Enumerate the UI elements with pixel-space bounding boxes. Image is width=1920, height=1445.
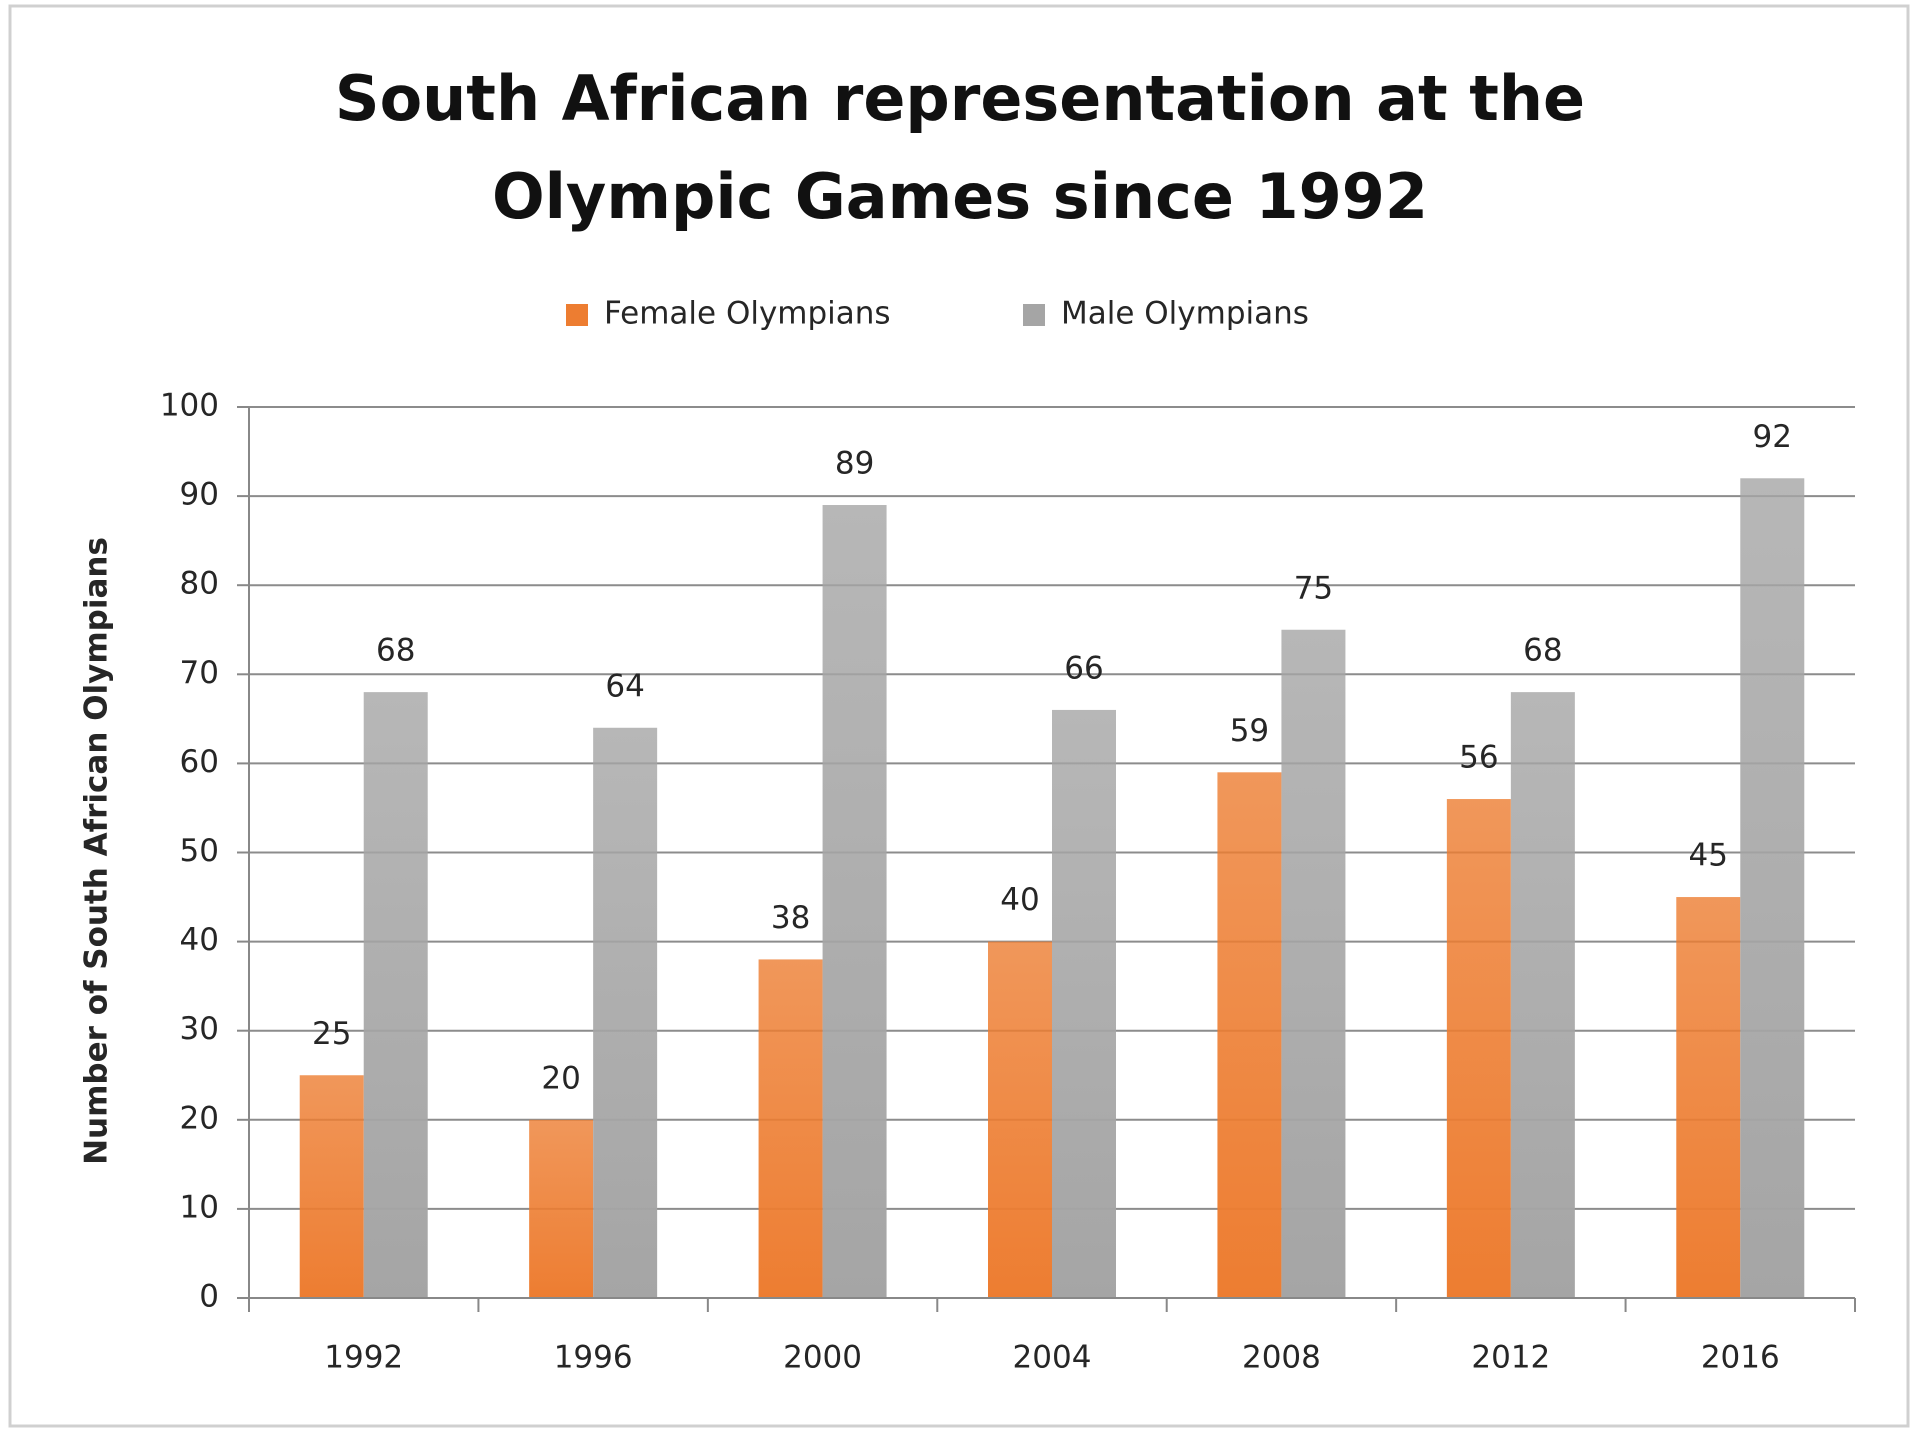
bar: [363, 692, 428, 1298]
bar: [822, 505, 887, 1298]
y-tick-label: 40: [180, 922, 219, 958]
y-tick-label: 100: [160, 388, 219, 424]
legend-label: Male Olympians: [1061, 296, 1309, 332]
x-tick-label: 2000: [783, 1340, 862, 1376]
x-tick-label: 2016: [1701, 1340, 1780, 1376]
x-tick-label: 1996: [554, 1340, 633, 1376]
data-label: 66: [1064, 650, 1103, 686]
y-tick-label: 20: [180, 1100, 219, 1136]
y-tick-label: 80: [180, 566, 219, 602]
x-tick-label: 1992: [324, 1340, 403, 1376]
data-label: 92: [1753, 419, 1792, 455]
chart-border: [8, 4, 1910, 1428]
y-tick-label: 30: [180, 1011, 219, 1047]
data-label: 75: [1294, 570, 1333, 606]
data-label: 64: [605, 668, 644, 704]
y-tick-label: 0: [199, 1279, 219, 1315]
data-label: 25: [312, 1016, 351, 1052]
y-tick-label: 50: [180, 833, 219, 869]
data-label: 20: [541, 1060, 580, 1096]
data-label: 38: [771, 900, 810, 936]
data-label: 68: [1523, 633, 1562, 669]
chart-title: South African representation at the Olym…: [334, 62, 1586, 233]
data-label: 68: [376, 633, 415, 669]
data-label: 89: [835, 446, 874, 482]
bar: [1281, 629, 1346, 1298]
bar: [1052, 709, 1116, 1298]
bar: [1446, 799, 1511, 1298]
y-tick-label: 90: [180, 477, 219, 513]
y-tick-label: 10: [180, 1189, 219, 1225]
legend-swatch: [566, 304, 588, 326]
bar: [529, 1119, 594, 1298]
bar: [593, 727, 658, 1298]
bar: [1676, 897, 1741, 1298]
data-label: 56: [1459, 740, 1498, 776]
x-tick-label: 2008: [1242, 1340, 1321, 1376]
bar: [988, 941, 1052, 1298]
y-tick-label: 60: [180, 744, 219, 780]
data-label: 45: [1689, 838, 1728, 874]
bar: [758, 959, 823, 1298]
data-label: 40: [1000, 882, 1039, 918]
legend-swatch: [1023, 304, 1045, 326]
bar: [1740, 478, 1805, 1298]
bar: [1510, 692, 1575, 1298]
x-tick-label: 2012: [1471, 1340, 1550, 1376]
y-tick-label: 70: [180, 655, 219, 691]
legend-label: Female Olympians: [604, 296, 891, 332]
x-tick-label: 2004: [1013, 1340, 1092, 1376]
bar: [299, 1075, 364, 1298]
data-label: 59: [1230, 713, 1269, 749]
bar: [1217, 772, 1282, 1298]
y-axis-title: Number of South African Olympians: [79, 537, 115, 1165]
